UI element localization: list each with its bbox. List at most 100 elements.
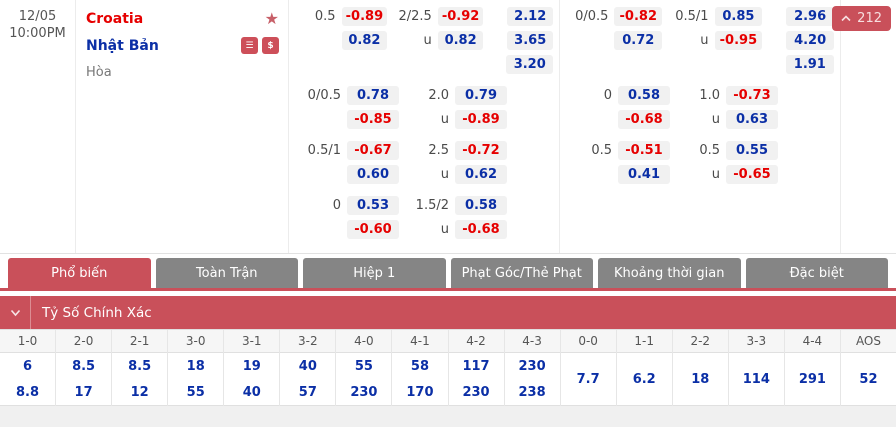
score-odds-draw[interactable]: 7.7 <box>576 371 600 387</box>
handicap-odds-top[interactable]: 0.58 <box>618 86 670 105</box>
handicap-odds-bottom[interactable]: 0.41 <box>618 165 670 184</box>
ou-line-label: 1.0 <box>699 88 720 103</box>
score-odds-away[interactable]: 238 <box>518 384 546 400</box>
under-label: u <box>711 167 720 182</box>
correct-score-header[interactable]: Tỷ Số Chính Xác <box>0 296 896 329</box>
score-odds-home[interactable]: 8.5 <box>72 358 96 374</box>
more-markets-badge[interactable]: 212 <box>832 6 891 31</box>
ou-odds-top[interactable]: 0.55 <box>726 141 778 160</box>
correct-score-title: Tỷ Số Chính Xác <box>42 304 152 321</box>
tab-pho-bien[interactable]: Phổ biến <box>8 258 151 288</box>
handicap-odds-bottom[interactable]: -0.60 <box>347 220 399 239</box>
score-header: 4-0 <box>336 330 392 353</box>
ou-line-label: 2/2.5 <box>398 9 432 24</box>
correct-score-grid: 1-0 6 8.8 2-0 8.5 17 2-1 8.5 12 3-0 18 5… <box>0 329 896 406</box>
handicap-odds-top[interactable]: -0.82 <box>614 7 663 26</box>
score-odds-home[interactable]: 18 <box>186 358 205 374</box>
score-odds-away[interactable]: 170 <box>406 384 434 400</box>
ou-odds-top[interactable]: 0.85 <box>714 7 763 26</box>
score-header: 4-4 <box>784 330 840 353</box>
ou-odds-bottom[interactable]: -0.95 <box>714 31 763 50</box>
score-odds-home[interactable]: 55 <box>354 358 373 374</box>
handicap-odds-top[interactable]: -0.67 <box>347 141 399 160</box>
score-odds-draw[interactable]: 291 <box>798 371 826 387</box>
x12-away-odds[interactable]: 4.20 <box>786 31 834 50</box>
score-odds-away[interactable]: 8.8 <box>16 384 40 400</box>
tab-phat-goc-the-phat[interactable]: Phạt Góc/Thẻ Phạt <box>450 258 593 288</box>
score-odds-home[interactable]: 230 <box>518 358 546 374</box>
score-header: 2-0 <box>56 330 112 353</box>
x12-draw-odds[interactable]: 3.20 <box>506 55 553 74</box>
score-header: 3-3 <box>728 330 784 353</box>
odds-group: 0.5 -0.51 0.5 0.55 0.41 u -0.65 <box>568 141 840 184</box>
ou-odds-top[interactable]: 0.79 <box>455 86 507 105</box>
handicap-odds-top[interactable]: 0.53 <box>347 196 399 215</box>
x12-away-odds[interactable]: 3.65 <box>507 31 554 50</box>
score-odds-home[interactable]: 19 <box>242 358 261 374</box>
score-odds-away[interactable]: 12 <box>130 384 149 400</box>
bottom-strip <box>0 406 896 427</box>
ou-line-label: 0.5 <box>699 143 720 158</box>
ou-odds-top[interactable]: 0.58 <box>455 196 507 215</box>
score-odds-away[interactable]: 230 <box>350 384 378 400</box>
handicap-odds-bottom[interactable]: 0.72 <box>614 31 663 50</box>
home-team-row: Croatia ★ <box>86 5 279 32</box>
x12-home-odds[interactable]: 2.96 <box>786 7 834 26</box>
score-header: 4-2 <box>448 330 504 353</box>
score-column: 2-1 8.5 12 <box>112 330 169 406</box>
tab-hiep-1[interactable]: Hiệp 1 <box>303 258 446 288</box>
ou-odds-bottom[interactable]: 0.82 <box>437 31 484 50</box>
handicap-odds-bottom[interactable]: 0.60 <box>347 165 399 184</box>
score-odds-draw[interactable]: 18 <box>691 371 710 387</box>
handicap-odds-top[interactable]: -0.89 <box>341 7 388 26</box>
handicap-odds-top[interactable]: 0.78 <box>347 86 399 105</box>
handicap-odds-bottom[interactable]: 0.82 <box>341 31 388 50</box>
ou-odds-top[interactable]: -0.73 <box>726 86 778 105</box>
score-odds-draw[interactable]: 6.2 <box>632 371 656 387</box>
score-odds-home[interactable]: 8.5 <box>128 358 152 374</box>
score-odds-away[interactable]: 55 <box>186 384 205 400</box>
coins-icon[interactable]: ☰ <box>241 37 258 54</box>
odds-group: 0.5 -0.89 2/2.5 -0.92 2.12 0.82 u 0.82 3… <box>297 7 559 74</box>
tab-dac-biet[interactable]: Đặc biệt <box>745 258 888 288</box>
score-odds-away[interactable]: 17 <box>74 384 93 400</box>
more-markets-count: 212 <box>857 11 882 26</box>
score-odds-home[interactable]: 117 <box>462 358 490 374</box>
x12-draw-odds[interactable]: 1.91 <box>785 55 834 74</box>
score-odds-away[interactable]: 40 <box>242 384 261 400</box>
score-odds-home[interactable]: 58 <box>410 358 430 374</box>
score-column: AOS 52 <box>840 330 896 406</box>
ou-odds-bottom[interactable]: -0.68 <box>455 220 507 239</box>
odds-group: 0 0.58 1.0 -0.73 -0.68 u 0.63 <box>568 86 840 129</box>
odds-group: 0/0.5 0.78 2.0 0.79 -0.85 u -0.89 <box>297 86 559 129</box>
score-odds-home[interactable]: 40 <box>298 358 317 374</box>
score-header: 0-0 <box>560 330 616 353</box>
score-odds-away[interactable]: 230 <box>462 384 490 400</box>
ou-odds-top[interactable]: -0.72 <box>455 141 507 160</box>
tab-toan-tran[interactable]: Toàn Trận <box>155 258 298 288</box>
handicap-line-label: 0 <box>332 198 341 213</box>
score-odds-other[interactable]: 52 <box>859 371 878 387</box>
dollar-icon[interactable]: $ <box>262 37 279 54</box>
favorite-star-icon[interactable]: ★ <box>264 8 279 28</box>
handicap-odds-bottom[interactable]: -0.68 <box>618 110 670 129</box>
collapse-toggle[interactable] <box>0 296 31 329</box>
handicap-odds-bottom[interactable]: -0.85 <box>347 110 399 129</box>
score-odds-home[interactable]: 6 <box>23 358 33 374</box>
ou-odds-bottom[interactable]: 0.63 <box>726 110 778 129</box>
score-column: 2-2 18 <box>672 330 729 406</box>
handicap-line-label: 0.5 <box>314 9 336 24</box>
ou-odds-top[interactable]: -0.92 <box>437 7 484 26</box>
ou-odds-bottom[interactable]: 0.62 <box>455 165 507 184</box>
score-odds-draw[interactable]: 114 <box>742 371 770 387</box>
ou-line-label: 2.5 <box>428 143 449 158</box>
ou-odds-bottom[interactable]: -0.89 <box>455 110 507 129</box>
score-odds-away[interactable]: 57 <box>298 384 317 400</box>
x12-home-odds[interactable]: 2.12 <box>507 7 554 26</box>
odds-group: 0 0.53 1.5/2 0.58 -0.60 u -0.68 <box>297 196 559 239</box>
ou-odds-bottom[interactable]: -0.65 <box>726 165 778 184</box>
score-column: 4-4 291 <box>784 330 841 406</box>
tab-khoang-thoi-gian[interactable]: Khoảng thời gian <box>598 258 741 288</box>
handicap-odds-top[interactable]: -0.51 <box>618 141 670 160</box>
score-header: 3-2 <box>280 330 336 353</box>
